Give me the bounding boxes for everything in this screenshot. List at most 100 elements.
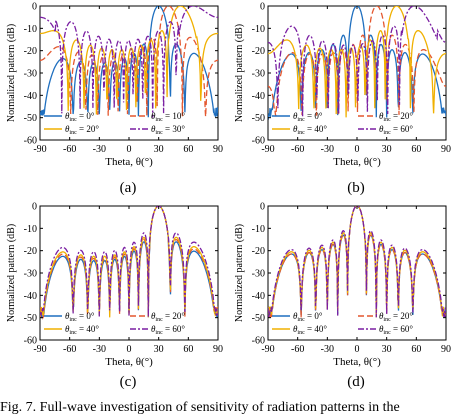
- x-tick-label: 30: [154, 144, 164, 155]
- x-tick-label: 90: [213, 344, 223, 355]
- legend-entry: θinc = 0°: [293, 311, 323, 323]
- x-axis-label: Theta, θ(°): [333, 156, 381, 168]
- series-line-3: [40, 6, 218, 115]
- legend: θinc = 0° θinc = 20° θinc = 40° θinc = 60°: [272, 311, 413, 336]
- x-tick-label: 30: [382, 144, 392, 155]
- y-tick-label: 0: [260, 2, 265, 13]
- y-tick-label: -50: [252, 113, 265, 124]
- x-tick-label: 90: [441, 344, 451, 355]
- y-tick-label: -50: [24, 113, 37, 124]
- y-tick-label: -10: [24, 224, 37, 235]
- x-tick-label: 60: [183, 344, 193, 355]
- plot-frame: [39, 205, 219, 341]
- y-tick-label: 0: [260, 202, 265, 213]
- legend-entry: θinc = 60°: [379, 124, 413, 136]
- legend-entry: θinc = 10°: [151, 111, 185, 123]
- x-tick-label: 0: [355, 344, 360, 355]
- series-line-2: [40, 6, 218, 117]
- legend-entry: θinc = 0°: [65, 111, 95, 123]
- x-tick-label: -30: [321, 344, 334, 355]
- y-tick-label: -20: [252, 246, 265, 257]
- y-tick-label: -40: [252, 291, 265, 302]
- y-axis-label: Normalized pattern (dB): [234, 224, 245, 322]
- x-tick-label: -90: [261, 344, 274, 355]
- y-tick-label: -20: [24, 46, 37, 57]
- x-tick-label: 60: [411, 144, 421, 155]
- x-tick-label: -60: [63, 144, 76, 155]
- x-tick-label: -90: [33, 144, 46, 155]
- legend: θinc = 0° θinc = 20° θinc = 40° θinc = 60°: [44, 311, 185, 336]
- y-tick-label: -30: [252, 269, 265, 280]
- x-tick-label: 60: [411, 344, 421, 355]
- chart-panel-1: -90 -60 -30 0 30 60 900-10-20-30-40-50-60Theta…: [6, 2, 223, 197]
- legend-entry: θinc = 0°: [293, 111, 323, 123]
- plot-frame: [267, 205, 447, 341]
- legend: θinc = 0° θinc = 20° θinc = 40° θinc = 60°: [272, 111, 413, 136]
- y-tick-label: -60: [252, 136, 265, 147]
- legend-entry: θinc = 20°: [151, 311, 185, 323]
- y-axis-label: Normalized pattern (dB): [234, 24, 245, 122]
- y-tick-label: -40: [24, 291, 37, 302]
- x-tick-label: 0: [127, 144, 132, 155]
- y-tick-label: -20: [252, 46, 265, 57]
- x-tick-label: -30: [93, 144, 106, 155]
- y-tick-label: -20: [24, 246, 37, 257]
- chart-panel-4: -90 -60 -30 0 30 60 900-10-20-30-40-50-60Theta…: [234, 202, 451, 391]
- series-group: [268, 206, 446, 318]
- figure-caption: Fig. 7. Full-wave investigation of sensi…: [0, 400, 400, 415]
- x-tick-label: 60: [183, 144, 193, 155]
- series-group: [40, 6, 218, 118]
- x-axis-label: Theta, θ(°): [105, 156, 153, 168]
- x-tick-label: -90: [33, 344, 46, 355]
- legend-entry: θinc = 60°: [379, 324, 413, 336]
- y-tick-label: -40: [24, 91, 37, 102]
- y-tick-label: -10: [24, 24, 37, 35]
- figure-canvas: -90 -60 -30 0 30 60 900-10-20-30-40-50-60Theta…: [6, 2, 451, 391]
- panel-label: (c): [120, 374, 137, 390]
- legend-entry: θinc = 20°: [65, 124, 99, 136]
- legend-entry: θinc = 20°: [379, 111, 413, 123]
- series-group: [40, 206, 218, 320]
- legend-entry: θinc = 60°: [151, 324, 185, 336]
- series-line-3: [268, 206, 446, 318]
- panel-label: (b): [347, 180, 365, 196]
- series-line-2: [268, 6, 446, 117]
- x-tick-label: -90: [261, 144, 274, 155]
- legend-entry: θinc = 40°: [293, 324, 327, 336]
- y-tick-label: -60: [24, 136, 37, 147]
- y-tick-label: -30: [24, 69, 37, 80]
- y-tick-label: -50: [252, 313, 265, 324]
- y-tick-label: 0: [32, 2, 37, 13]
- legend-entry: θinc = 30°: [151, 124, 185, 136]
- x-tick-label: -60: [63, 344, 76, 355]
- x-tick-label: -60: [291, 344, 304, 355]
- legend: θinc = 0° θinc = 10° θinc = 20° θinc = 30°: [44, 111, 185, 136]
- chart-panel-2: -90 -60 -30 0 30 60 900-10-20-30-40-50-60Theta…: [234, 2, 451, 197]
- legend-entry: θinc = 20°: [379, 311, 413, 323]
- y-tick-label: -10: [252, 224, 265, 235]
- x-axis-label: Theta, θ(°): [105, 356, 153, 368]
- x-tick-label: 30: [382, 344, 392, 355]
- panel-label: (d): [347, 374, 365, 390]
- y-tick-label: 0: [32, 202, 37, 213]
- x-tick-label: 90: [213, 144, 223, 155]
- y-tick-label: -30: [252, 69, 265, 80]
- x-tick-label: -60: [291, 144, 304, 155]
- x-tick-label: -30: [321, 144, 334, 155]
- x-tick-label: 0: [355, 144, 360, 155]
- x-tick-label: 90: [441, 144, 451, 155]
- legend-entry: θinc = 0°: [65, 311, 95, 323]
- x-tick-label: 30: [154, 344, 164, 355]
- series-line-4: [40, 206, 218, 318]
- series-line-4: [268, 206, 446, 318]
- panel-label: (a): [120, 180, 137, 196]
- y-axis-label: Normalized pattern (dB): [6, 224, 17, 322]
- x-tick-label: -30: [93, 344, 106, 355]
- y-tick-label: -10: [252, 24, 265, 35]
- y-tick-label: -60: [24, 336, 37, 347]
- y-axis-label: Normalized pattern (dB): [6, 24, 17, 122]
- legend-entry: θinc = 40°: [65, 324, 99, 336]
- y-tick-label: -60: [252, 336, 265, 347]
- y-tick-label: -40: [252, 91, 265, 102]
- y-tick-label: -30: [24, 269, 37, 280]
